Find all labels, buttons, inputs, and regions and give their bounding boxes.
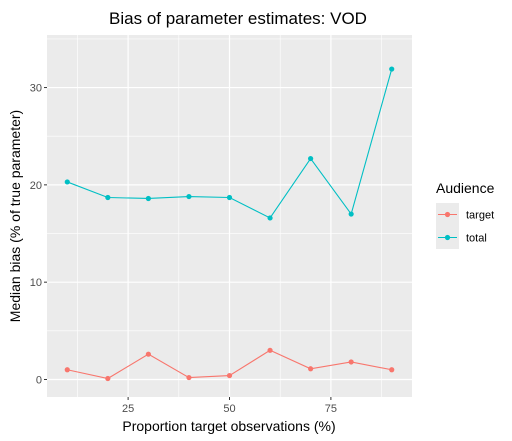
- legend-label-target: target: [466, 210, 494, 222]
- legend-item-total: total: [436, 226, 487, 249]
- legend: Audience target total: [436, 180, 495, 249]
- legend-label-total: total: [466, 233, 487, 245]
- data-point-target: [105, 375, 111, 382]
- x-axis: 25 50 75: [122, 397, 337, 415]
- data-point-target: [267, 347, 273, 353]
- data-point-target: [64, 367, 70, 373]
- x-tick-label: 50: [223, 403, 235, 415]
- data-point-target: [226, 372, 233, 379]
- data-point-total: [105, 194, 111, 201]
- series-layer: [64, 66, 395, 382]
- data-point-total: [145, 195, 151, 202]
- chart-title: Bias of parameter estimates: VOD: [109, 9, 367, 28]
- y-tick-label: 0: [36, 374, 42, 386]
- y-tick-label: 10: [30, 277, 42, 289]
- data-point-total: [226, 194, 233, 201]
- data-point-target: [348, 359, 354, 365]
- data-point-total: [308, 155, 314, 162]
- data-point-total: [389, 66, 395, 72]
- data-point-target: [389, 367, 395, 373]
- legend-title: Audience: [436, 180, 495, 196]
- data-point-total: [348, 211, 354, 217]
- legend-key-point: [444, 234, 451, 241]
- y-tick-label: 20: [30, 180, 42, 192]
- data-point-total: [267, 215, 273, 221]
- y-axis-label: Median bias (% of true parameter): [7, 110, 23, 322]
- y-axis: 0 10 20 30: [30, 83, 47, 386]
- x-tick-label: 75: [325, 403, 337, 415]
- legend-item-target: target: [436, 203, 494, 226]
- y-tick-label: 30: [30, 83, 42, 95]
- x-axis-label: Proportion target observations (%): [122, 418, 335, 434]
- data-point-target: [186, 374, 192, 381]
- x-tick-label: 25: [122, 403, 134, 415]
- data-point-target: [308, 366, 314, 372]
- data-point-target: [145, 351, 151, 357]
- legend-key-point: [444, 211, 451, 218]
- data-point-total: [186, 193, 192, 200]
- data-point-total: [64, 179, 70, 185]
